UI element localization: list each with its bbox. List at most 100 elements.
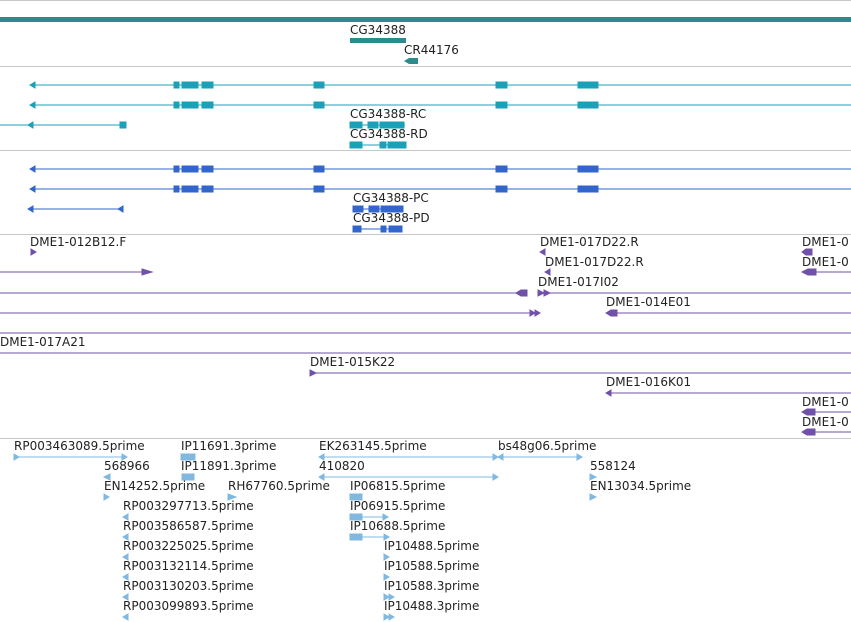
est-RP003130203-5prime[interactable] <box>122 593 129 601</box>
clone-label: DME1-0 <box>802 415 849 429</box>
clone-label: DME1-012B12.F <box>30 235 127 249</box>
est-label: 568966 <box>104 459 150 473</box>
gene-features <box>350 38 418 64</box>
est-label: EK263145.5prime <box>319 439 427 453</box>
est-label: RP003225025.5prime <box>123 539 254 553</box>
est-IP10488-5prime[interactable] <box>383 553 390 561</box>
transcript-label: CG34388-RD <box>350 127 428 141</box>
clone-DME1-017D22-R-b[interactable] <box>544 268 551 276</box>
est-label: RP003586587.5prime <box>123 519 254 533</box>
est-label: RP003130203.5prime <box>123 579 254 593</box>
est-label: EN13034.5prime <box>590 479 692 493</box>
est-label: RP003132114.5prime <box>123 559 254 573</box>
clone-label: DME1-017A21 <box>0 335 86 349</box>
protein-features <box>27 165 851 233</box>
clone-DME1-0-a[interactable] <box>801 248 813 256</box>
clone-label: DME1-017D22.R <box>545 255 644 269</box>
clone-DME1-017I02[interactable] <box>537 289 851 297</box>
clone-label: DME1-017D22.R <box>540 235 639 249</box>
clone-row-313[interactable] <box>0 309 541 317</box>
est-IP10488-3prime[interactable] <box>383 613 395 621</box>
est-label: IP06815.5prime <box>350 479 446 493</box>
gene-CR44176[interactable] <box>404 58 418 64</box>
track-separator <box>0 150 851 151</box>
clone-DME1-017D22-R-a[interactable] <box>539 248 546 256</box>
gene-CG34388[interactable] <box>350 38 406 43</box>
est-RP003297713-5prime[interactable] <box>122 513 129 521</box>
est-568966[interactable] <box>102 473 111 481</box>
clone-label: DME1-017I02 <box>538 275 619 289</box>
est-label: RP003463089.5prime <box>14 439 145 453</box>
est-RH67760-5prime[interactable] <box>227 493 238 501</box>
protein-CG34388-PD[interactable] <box>352 225 403 233</box>
est-label: IP10488.5prime <box>384 539 480 553</box>
clone-label: DME1-014E01 <box>606 295 691 309</box>
est-label: EN14252.5prime <box>104 479 206 493</box>
protein-label: CG34388-PD <box>353 211 430 225</box>
clone-row-293[interactable] <box>0 289 528 297</box>
clone-label: DME1-0 <box>802 235 849 249</box>
est-IP11691-3prime[interactable] <box>180 453 196 461</box>
est-RP003463089-5prime[interactable] <box>13 453 128 461</box>
clone-DME1-0-d[interactable] <box>801 428 851 436</box>
track-separator <box>0 0 851 1</box>
clone-DME1-015K22[interactable] <box>309 369 851 377</box>
est-label: RH67760.5prime <box>228 479 330 493</box>
protein-label: CG34388-PC <box>353 191 429 205</box>
est-EK263145-5prime[interactable] <box>318 453 499 461</box>
est-label: IP11691.3prime <box>181 439 277 453</box>
track-separator <box>0 234 851 235</box>
transcript-2[interactable] <box>29 101 851 109</box>
est-IP10588-3prime[interactable] <box>383 593 395 601</box>
est-RP003099893-5prime[interactable] <box>122 613 129 621</box>
gene-label: CR44176 <box>404 43 459 57</box>
est-label: bs48g06.5prime <box>498 439 597 453</box>
protein-1[interactable] <box>29 165 851 173</box>
est-IP06815-5prime[interactable] <box>349 493 363 501</box>
est-410820[interactable] <box>318 473 499 481</box>
est-RP003586587-5prime[interactable] <box>122 533 129 541</box>
clone-DME1-014E01[interactable] <box>605 309 851 317</box>
est-label: IP11891.3prime <box>181 459 277 473</box>
gene-region-bar <box>0 17 851 22</box>
clone-label: DME1-016K01 <box>606 375 692 389</box>
est-IP10688-5prime[interactable] <box>349 533 390 541</box>
est-label: IP06915.5prime <box>350 499 446 513</box>
clone-DME1-016K01[interactable] <box>605 389 851 397</box>
clone-label: DME1-0 <box>802 395 849 409</box>
clone-DME1-0-c[interactable] <box>801 408 851 416</box>
clone-features <box>0 248 851 436</box>
est-558124[interactable] <box>589 473 598 481</box>
protein-2[interactable] <box>29 185 851 193</box>
est-features <box>13 453 598 621</box>
est-bs48g06-5prime[interactable] <box>497 453 583 461</box>
transcript-3[interactable] <box>0 121 127 129</box>
track-separator <box>0 438 851 439</box>
est-IP10588-5prime[interactable] <box>383 573 390 581</box>
est-EN13034-5prime[interactable] <box>589 493 598 501</box>
transcript-CG34388-RD[interactable] <box>349 141 407 149</box>
est-label: RP003297713.5prime <box>123 499 254 513</box>
clone-label: DME1-015K22 <box>310 355 396 369</box>
est-RP003225025-5prime[interactable] <box>122 553 129 561</box>
transcript-label: CG34388-RC <box>350 107 427 121</box>
est-label: IP10688.5prime <box>350 519 446 533</box>
protein-3[interactable] <box>27 205 124 213</box>
clone-DME1-012B12-F[interactable] <box>30 248 37 256</box>
protein-CG34388-PC[interactable] <box>352 205 404 213</box>
est-label: 410820 <box>319 459 365 473</box>
clone-DME1-0-b[interactable] <box>800 268 851 276</box>
transcript-features <box>0 81 851 149</box>
est-label: IP10588.5prime <box>384 559 480 573</box>
clone-row-272[interactable] <box>0 268 154 276</box>
transcript-1[interactable] <box>29 81 851 89</box>
est-label: IP10588.3prime <box>384 579 480 593</box>
transcript-CG34388-RC[interactable] <box>349 121 405 129</box>
est-RP003132114-5prime[interactable] <box>122 573 129 581</box>
est-EN14252-5prime[interactable] <box>103 493 110 501</box>
est-IP11891-3prime[interactable] <box>181 473 195 481</box>
est-IP06915-5prime[interactable] <box>349 513 389 521</box>
est-label: IP10488.3prime <box>384 599 480 613</box>
